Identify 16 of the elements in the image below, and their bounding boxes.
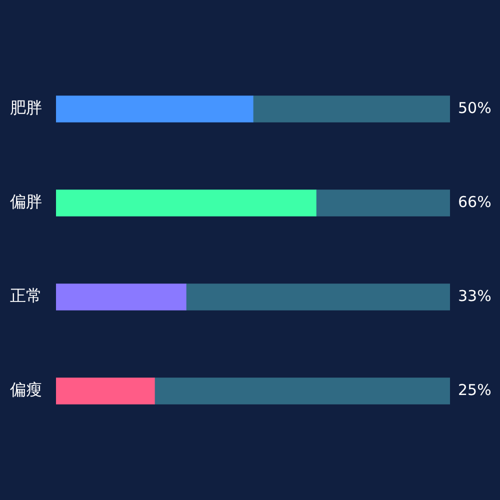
y-tick-label: 偏胖 (10, 192, 42, 212)
bar (316, 190, 450, 216)
y-tick-label: 正常 (10, 286, 42, 306)
data-label: 25% (458, 380, 492, 399)
bar (252, 96, 450, 122)
data-label: 33% (458, 286, 492, 305)
bar (56, 378, 155, 404)
data-label: 50% (458, 98, 492, 117)
bar (56, 96, 254, 122)
bar (186, 284, 450, 310)
bar (154, 378, 450, 404)
y-tick-label: 偏瘦 (10, 380, 42, 400)
data-label: 66% (458, 192, 492, 211)
bar (56, 190, 316, 216)
bar (56, 284, 186, 310)
y-tick-label: 肥胖 (10, 98, 42, 118)
